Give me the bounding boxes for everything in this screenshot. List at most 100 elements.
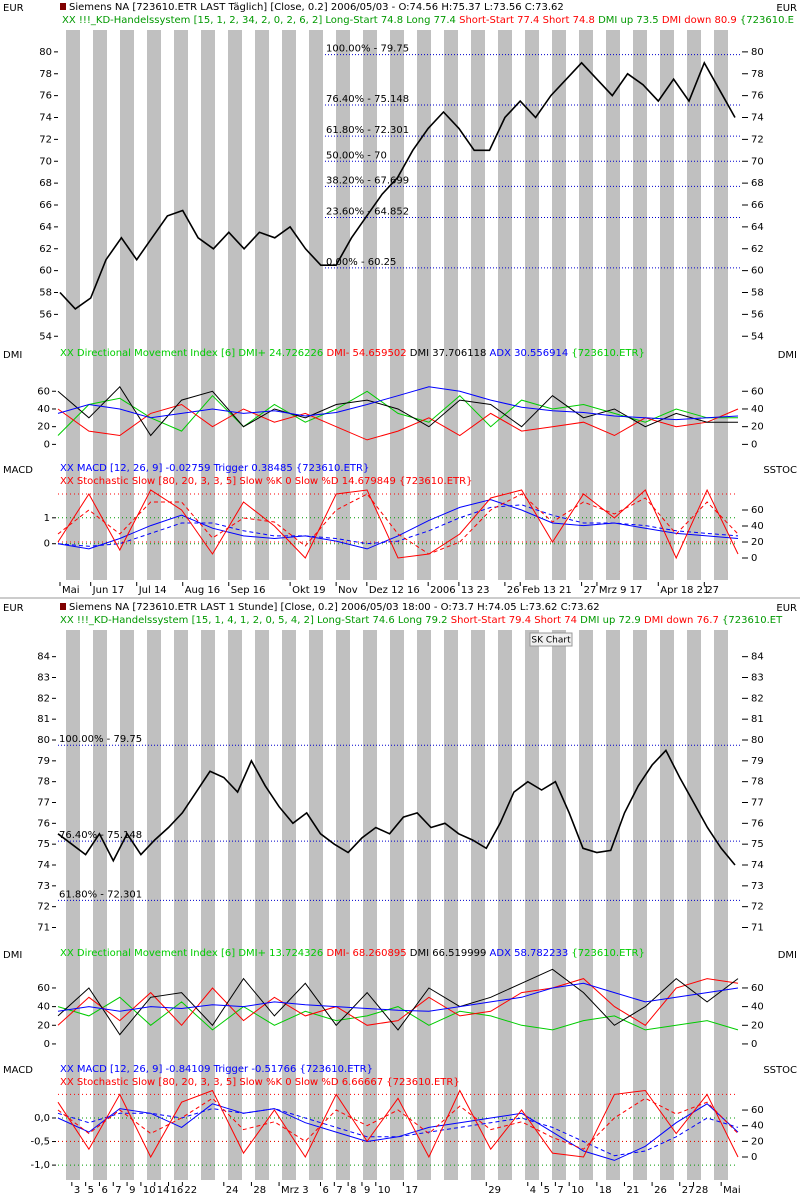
- y-tick-label: 20: [37, 1020, 50, 1031]
- button-frame[interactable]: [529, 632, 573, 647]
- legend-entry: Short-Start 77.4 Short 74.8: [459, 15, 595, 26]
- y-tick-label: 60: [751, 505, 764, 516]
- stripe: [633, 30, 647, 580]
- y-tick-label: 40: [37, 1002, 50, 1013]
- legend-entry: ADX 58.782233: [490, 948, 569, 959]
- x-tick-label: Mrz 3: [281, 1185, 309, 1196]
- stripe: [498, 630, 512, 1180]
- axis-label-right: EUR: [776, 3, 797, 14]
- x-tick-label: 24: [226, 1185, 239, 1196]
- legend-entry: DMI- 54.659502: [326, 348, 406, 359]
- y-tick-label: 80: [37, 735, 50, 746]
- stripe: [714, 30, 728, 580]
- stripe: [363, 30, 377, 580]
- axis-label-left: MACD: [3, 465, 33, 476]
- y-tick-label: 72: [37, 902, 50, 913]
- y-tick-label: 60: [37, 386, 50, 397]
- fib-label: 100.00% - 79.75: [326, 44, 409, 55]
- series-line: [57, 749, 736, 866]
- series-line: [57, 499, 739, 550]
- stripe: [660, 30, 674, 580]
- x-tick-label: 13 23: [461, 585, 490, 596]
- x-tick-label: Mai: [723, 1185, 741, 1196]
- x-tick-label: 9: [129, 1185, 135, 1196]
- axis-label-right: EUR: [776, 603, 797, 614]
- series-line: [57, 403, 739, 441]
- y-tick-label: 72: [751, 902, 764, 913]
- x-tick-label: 10: [571, 1185, 584, 1196]
- stripe: [255, 630, 269, 1180]
- y-tick-label: 78: [751, 777, 764, 788]
- y-tick-label: 60: [751, 266, 764, 277]
- y-tick-label: 77: [37, 798, 50, 809]
- session-stripes: [66, 30, 728, 1180]
- y-tick-label: 76: [37, 818, 50, 829]
- y-tick-label: 84: [37, 652, 50, 663]
- x-tick-label: 28: [696, 1185, 709, 1196]
- legend-entry: {723610.ETR}: [571, 948, 644, 959]
- legend-entry: DMI up 72.9: [580, 615, 641, 626]
- y-tick-label: -1,0: [30, 1160, 50, 1171]
- series-line: [57, 488, 739, 560]
- y-tick-label: 0,0: [34, 1113, 50, 1124]
- x-tick-label: 22: [184, 1185, 197, 1196]
- stripe: [201, 630, 215, 1180]
- stripe: [309, 30, 323, 580]
- stripe: [579, 630, 593, 1180]
- y-tick-label: 75: [37, 839, 50, 850]
- stripe: [120, 630, 134, 1180]
- axis-label-left: EUR: [3, 3, 24, 14]
- series-line: [57, 996, 739, 1031]
- x-tick-label: Jun 17: [92, 585, 125, 596]
- x-tick-label: Mai: [62, 585, 80, 596]
- x-tick-label: 3: [74, 1185, 80, 1196]
- legend-entry: XX Directional Movement Index [6] DMI+ 1…: [60, 948, 323, 959]
- stripe: [498, 30, 512, 580]
- x-tick-label: Aug 16: [185, 585, 220, 596]
- x-tick-label: 6: [101, 1185, 107, 1196]
- legend-entry: XX MACD [12, 26, 9] -0.84109 Trigger -0.…: [60, 1064, 373, 1075]
- y-tick-label: 83: [751, 673, 764, 684]
- fib-label: 23.60% - 64.852: [326, 207, 409, 218]
- fib-label: 61.80% - 72.301: [326, 125, 409, 136]
- stripe: [633, 630, 647, 1180]
- legend-entry: {723610.E: [740, 15, 794, 26]
- y-tick-label: 54: [751, 331, 764, 342]
- x-tick-label: 17: [405, 1185, 418, 1196]
- y-tick-label: 56: [39, 309, 52, 320]
- x-tick-label: 26: [654, 1185, 667, 1196]
- y-tick-label: 70: [39, 156, 52, 167]
- legend-entry: XX Stochastic Slow [80, 20, 3, 3, 5] Slo…: [60, 476, 472, 487]
- y-tick-label: 20: [37, 422, 50, 433]
- y-tick-label: 74: [39, 113, 52, 124]
- legend-entry: DMI down 76.7: [644, 615, 719, 626]
- stripe: [687, 630, 701, 1180]
- y-tick-label: 62: [751, 244, 764, 255]
- axis-label-left: MACD: [3, 1065, 33, 1076]
- fib-label: 61.80% - 72.301: [59, 889, 142, 900]
- y-tick-label: 76: [751, 818, 764, 829]
- x-tick-label: Nov: [338, 585, 358, 596]
- series-line: [57, 386, 738, 437]
- stripe: [147, 630, 161, 1180]
- y-tick-label: 0: [44, 1039, 50, 1050]
- button-label[interactable]: SK Chart: [531, 636, 571, 646]
- legend-entry: XX Directional Movement Index [6] DMI+ 2…: [60, 348, 323, 359]
- x-tick-label: Jul 14: [138, 585, 167, 596]
- x-tick-label: 9: [364, 1185, 370, 1196]
- axis-label-right: DMI: [778, 350, 797, 361]
- y-tick-label: 75: [751, 839, 764, 850]
- y-tick-label: 20: [751, 537, 764, 548]
- y-tick-label: 74: [37, 860, 50, 871]
- legend-entry: DMI 66.519999: [410, 948, 487, 959]
- y-tick-label: 80: [751, 47, 764, 58]
- series-line: [57, 504, 739, 547]
- y-tick-label: 77: [751, 798, 764, 809]
- chart-title: Siemens NA [723610.ETR LAST Täglich] [Cl…: [69, 2, 564, 13]
- y-tick-label: 64: [751, 222, 764, 233]
- sk-chart-button[interactable]: SK Chart: [529, 632, 573, 647]
- x-tick-label: 27: [682, 1185, 695, 1196]
- y-tick-label: 40: [751, 521, 764, 532]
- x-tick-label: 7: [336, 1185, 342, 1196]
- indicator-legend: XX MACD [12, 26, 9] -0.84109 Trigger -0.…: [60, 1064, 373, 1075]
